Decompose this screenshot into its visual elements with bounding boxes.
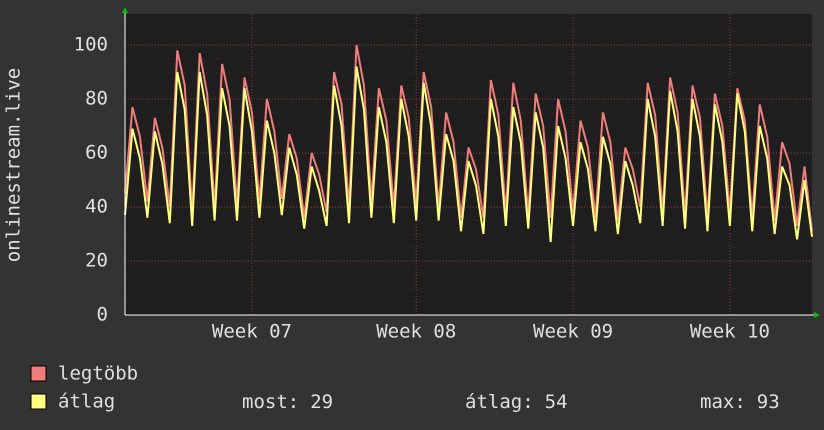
stat: max: 93: [700, 391, 780, 413]
y-tick-label: 0: [97, 304, 108, 326]
stat-value: 29: [310, 391, 333, 413]
legend: legtöbb átlag most: 29 átlag: 54 max: 93: [30, 363, 780, 413]
legend-label: átlag: [58, 391, 115, 413]
y-axis-label: onlinestream.live: [3, 68, 25, 262]
x-tick-label: Week 10: [690, 321, 770, 343]
x-tick-label: Week 07: [212, 321, 292, 343]
y-tick-label: 20: [85, 250, 108, 272]
y-arrow: [122, 7, 128, 13]
stat-label: átlag:: [465, 391, 534, 413]
legend-label: legtöbb: [58, 363, 138, 385]
x-tick-label: Week 09: [533, 321, 613, 343]
y-tick-label: 80: [85, 88, 108, 110]
series-line: [124, 66, 813, 243]
stat: átlag: 54: [465, 391, 568, 413]
stat-value: 54: [545, 391, 568, 413]
x-arrow: [814, 312, 820, 318]
x-tick-label: Week 08: [376, 321, 456, 343]
y-tick-label: 60: [85, 142, 108, 164]
y-tick-label: 40: [85, 196, 108, 218]
y-tick-label: 100: [74, 34, 108, 56]
stat-value: 93: [757, 391, 780, 413]
stat-label: max:: [700, 391, 746, 413]
stat-label: most:: [242, 391, 299, 413]
legend-swatch: [30, 365, 47, 382]
stat: most: 29: [242, 391, 333, 413]
lines: [124, 44, 813, 243]
legend-swatch: [30, 393, 47, 410]
